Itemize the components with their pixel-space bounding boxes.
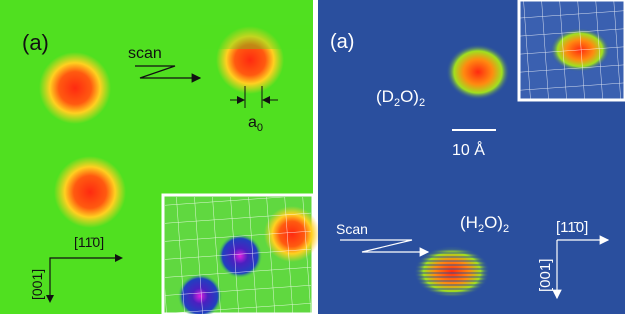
right-panel: (a) (D2O)2 10 Å (H2O)2 Scan [11̄0] [001]: [318, 0, 625, 314]
left-panel: (a) scan a0 [11̄0] [001]: [0, 0, 320, 314]
panel-label: (a): [22, 30, 49, 55]
molecule-label: (D2O)2: [376, 87, 425, 109]
axis-label: [001]: [537, 259, 554, 292]
page: (a) scan a0 [11̄0] [001] (a) (D2O)2 10 Å…: [0, 0, 625, 314]
molecule-label: (H2O)2: [460, 213, 509, 235]
scan-label: scan: [128, 45, 162, 62]
scale-bar-label: 10 Å: [452, 140, 485, 159]
figure: (a) scan a0 [11̄0] [001] (a) (D2O)2 10 Å…: [0, 0, 625, 314]
axis-label: [11̄0]: [74, 234, 104, 250]
axis-label: [11̄0]: [556, 219, 588, 236]
inset: [163, 195, 320, 314]
panel-label: (a): [330, 31, 354, 53]
axis-label: [001]: [29, 269, 45, 300]
inset: [519, 0, 625, 100]
scan-label: Scan: [336, 221, 368, 237]
